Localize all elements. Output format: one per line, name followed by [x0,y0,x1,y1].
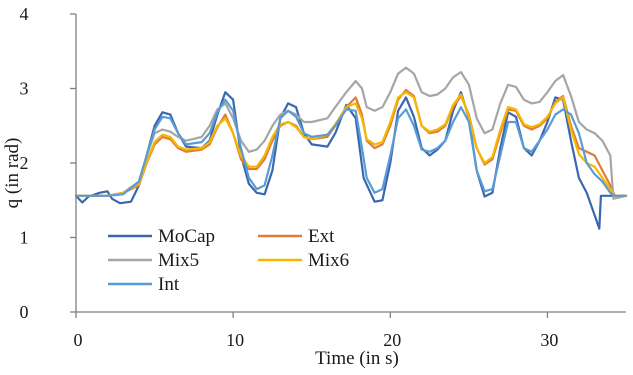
x-tick-label: 10 [226,330,244,350]
legend-label-mocap: MoCap [158,226,215,247]
series-line-mocap [74,91,628,230]
y-tick-label: 4 [20,4,29,24]
x-axis-label: Time (in s) [315,348,399,369]
y-axis-label: q (in rad) [2,138,23,209]
legend-label-ext: Ext [308,226,335,247]
legend-label-mix6: Mix6 [308,250,349,271]
legend-label-mix5: Mix5 [158,250,199,271]
legend: MoCap Ext Mix5 Mix6 Int [108,226,349,295]
series-line-mix5 [74,66,628,200]
legend-label-int: Int [158,274,180,295]
x-tick-label: 20 [383,330,401,350]
x-tick-label: 30 [540,330,558,350]
y-tick-label: 2 [20,153,29,173]
x-axis-ticks: 0 10 20 30 [74,312,558,350]
series-line-int [74,98,628,197]
y-tick-label: 0 [20,302,29,322]
y-tick-label: 3 [20,79,29,99]
y-tick-label: 1 [20,228,29,248]
x-tick-label: 0 [74,330,83,350]
series-line-mix6 [74,91,628,197]
y-axis-ticks: 0 1 2 3 4 [20,4,76,322]
series-lines [74,66,628,230]
